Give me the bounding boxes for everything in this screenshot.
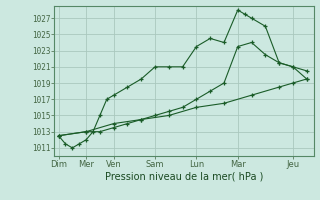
X-axis label: Pression niveau de la mer( hPa ): Pression niveau de la mer( hPa ): [105, 172, 263, 182]
